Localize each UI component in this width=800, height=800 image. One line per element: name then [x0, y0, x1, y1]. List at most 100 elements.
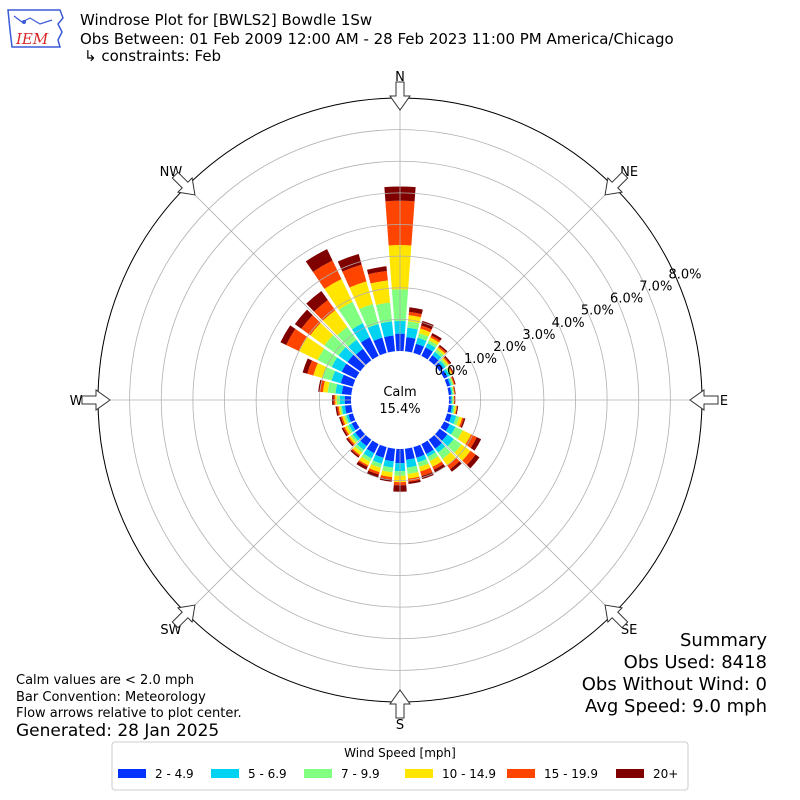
bar-dir-140-bin-5: [447, 457, 460, 470]
bar-dir-100-bin-3: [452, 405, 456, 414]
bar-dir-120-bin-6: [470, 437, 482, 451]
bar-dir-240-bin-6: [341, 427, 348, 437]
bar-dir-210-bin-3: [361, 453, 372, 462]
bar-dir-40-bin-5: [437, 346, 447, 354]
bar-dir-150-bin-2: [426, 449, 436, 457]
bar-dir-110-bin-1: [444, 413, 452, 423]
bar-dir-260-bin-2: [341, 405, 347, 415]
flow-arrow-nw: [171, 171, 196, 196]
bar-dir-310-bin-3: [324, 334, 346, 356]
bar-dir-310-bin-5: [301, 315, 321, 336]
bar-dir-350-bin-4: [370, 280, 391, 305]
bar-dir-140-bin-6: [449, 461, 462, 472]
compass-label-n: N: [395, 70, 405, 85]
bar-dir-50-bin-4: [441, 357, 449, 366]
bar-dir-260-bin-3: [340, 405, 344, 415]
bar-dir-60-bin-5: [448, 366, 454, 375]
legend-swatch-5: [507, 769, 535, 778]
bar-convention-note: Bar Convention: Meteorology: [16, 690, 206, 705]
bar-dir-120-bin-4: [457, 430, 472, 445]
bar-dir-70-bin-4: [450, 377, 454, 385]
polar-plot: Calm 15.4% 0.0%1.0%2.0%3.0%4.0%5.0%6.0%7…: [70, 70, 729, 733]
bar-dir-300-bin-1: [341, 363, 360, 379]
bar-dir-290-bin-1: [340, 374, 356, 387]
calm-circle: Calm 15.4%: [352, 352, 448, 448]
bar-dir-340-bin-2: [367, 323, 383, 341]
bar-dir-30-bin-3: [427, 340, 438, 348]
radial-tick-label-2: 2.0%: [493, 340, 526, 355]
bar-dir-320-bin-2: [348, 339, 364, 355]
bar-dir-210-bin-2: [363, 448, 375, 459]
flow-arrow-ne: [604, 171, 629, 196]
bar-dir-80-bin-3: [451, 386, 454, 395]
bar-dir-350-bin-3: [375, 302, 393, 324]
radial-tick-label-8: 8.0%: [668, 267, 701, 282]
compass-label-sw: SW: [160, 623, 181, 638]
bar-dir-30-bin-6: [431, 333, 442, 341]
bar-dir-290-bin-3: [322, 366, 336, 381]
bar-dir-150-bin-6: [433, 464, 446, 473]
legend-items: 2 - 4.9 5 - 6.9 7 - 9.9 10 - 14.9 15 - 19.9 2…: [118, 767, 678, 781]
bar-dir-160-bin-3: [417, 459, 429, 467]
bar-dir-30-bin-5: [430, 335, 441, 343]
bar-dir-250-bin-2: [346, 414, 351, 423]
bar-dir-80-bin-1: [447, 387, 452, 396]
bar-dir-320-bin-5: [314, 299, 336, 321]
logo-state-outline: [7, 9, 64, 48]
bar-dir-340-bin-4: [349, 281, 373, 310]
bar-dir-260-bin-1: [344, 404, 353, 414]
bar-dir-60-bin-2: [443, 368, 450, 378]
bar-dir-240-bin-3: [346, 424, 353, 434]
radial-tick-label-3: 3.0%: [522, 328, 555, 343]
bar-dir-140-bin-4: [442, 452, 457, 466]
bar-dir-130-bin-1: [435, 428, 448, 441]
bar-dir-50-bin-5: [443, 357, 450, 365]
grid-spoke-135: [434, 434, 614, 614]
flow-note: Flow arrows relative to plot center.: [16, 706, 242, 721]
bar-dir-210-bin-1: [366, 440, 379, 454]
bar-dir-120-bin-3: [450, 426, 463, 440]
title-line-1: Windrose Plot for [BWLS2] Bowdle 1Sw: [80, 11, 372, 29]
bar-dir-330-bin-2: [352, 323, 370, 343]
summary-avg-speed: Avg Speed: 9.0 mph: [585, 696, 767, 717]
logo-dot: [22, 20, 26, 24]
bar-dir-240-bin-1: [351, 421, 360, 431]
flow-arrow-s: [389, 689, 411, 719]
bar-dir-230-bin-2: [352, 432, 361, 441]
bar-dir-320-bin-4: [322, 310, 348, 336]
bar-dir-200-bin-2: [372, 454, 384, 464]
bar-dir-190-bin-5: [380, 475, 393, 480]
bar-dir-50-bin-2: [438, 360, 446, 369]
bar-dir-110-bin-4: [456, 416, 463, 427]
summary-obs-without-wind: Obs Without Wind: 0: [582, 674, 767, 695]
compass-label-s: S: [396, 718, 404, 733]
bar-dir-220-bin-2: [357, 440, 367, 450]
bar-dir-310-bin-4: [310, 322, 334, 346]
bar-dir-120-bin-5: [465, 434, 477, 448]
bar-dir-310-bin-2: [338, 347, 354, 363]
bar-dir-40-bin-6: [438, 344, 448, 353]
bar-dir-190-bin-4: [381, 470, 393, 478]
legend-label-4: 10 - 14.9: [442, 767, 496, 781]
bar-dir-170-bin-4: [407, 472, 420, 479]
bar-dir-350-bin-1: [384, 335, 396, 353]
bar-dir-340-bin-3: [359, 304, 379, 328]
bar-dir-110-bin-2: [449, 414, 457, 424]
bar-dir-250-bin-5: [340, 416, 346, 426]
bar-dir-140-bin-3: [437, 446, 451, 459]
bar-dir-10-bin-5: [408, 311, 422, 318]
bar-dir-310-bin-1: [347, 354, 365, 372]
bar-dir-150-bin-4: [429, 456, 442, 467]
bar-dir-40-bin-2: [432, 351, 442, 361]
bar-dir-260-bin-6: [335, 406, 339, 416]
bar-dir-280-bin-5: [319, 380, 325, 393]
bar-dir-20-bin-5: [420, 325, 432, 333]
bar-dir-250-bin-1: [348, 413, 356, 423]
bar-dir-230-bin-6: [346, 437, 354, 447]
bar-dir-330-bin-6: [305, 249, 333, 272]
bar-dir-50-bin-1: [435, 362, 444, 372]
bar-dir-50-bin-6: [444, 355, 452, 364]
flow-arrow-n: [389, 81, 411, 111]
bar-dir-350-bin-2: [380, 321, 394, 338]
bar-dir-60-bin-1: [440, 370, 448, 379]
